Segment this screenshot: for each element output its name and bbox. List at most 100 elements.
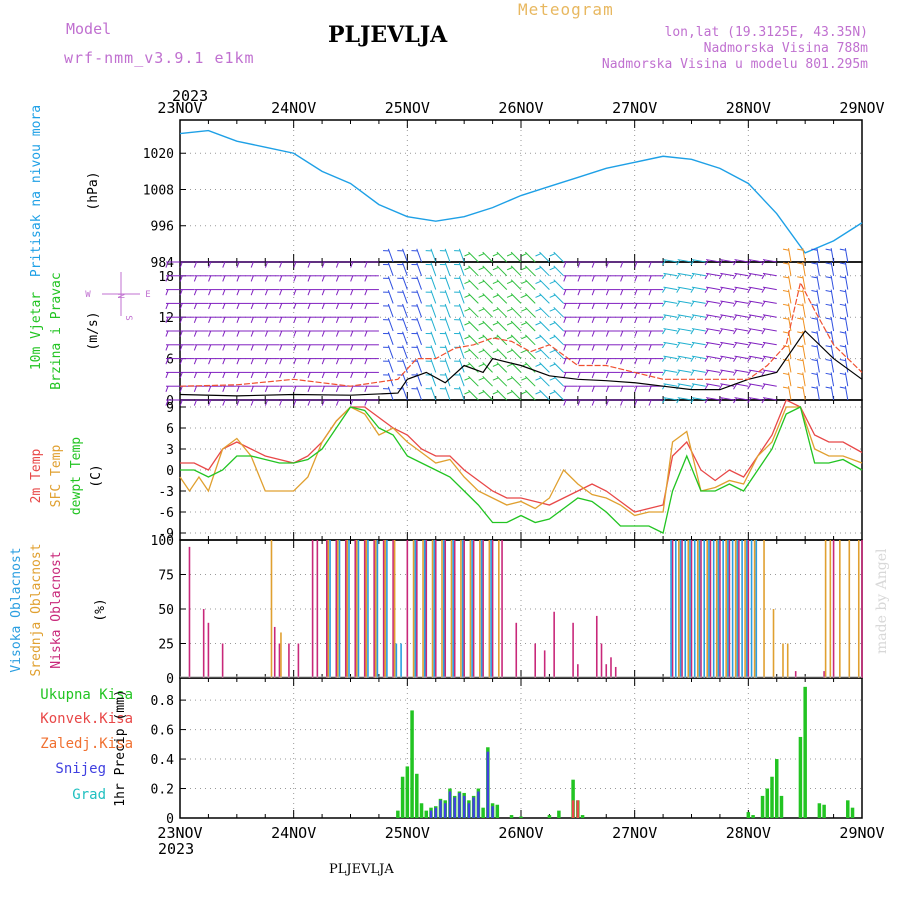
- wind-barb-flag: [620, 261, 624, 268]
- wind-barb-flag: [307, 261, 311, 268]
- wind-barb-flag: [208, 399, 212, 406]
- temp-axis-label2: SFC Temp: [49, 445, 64, 508]
- wind-barb-flag: [506, 280, 513, 285]
- wind-barb-flag: [293, 372, 297, 379]
- wind-barb-flag: [620, 289, 624, 296]
- wind-barb-flag: [811, 317, 818, 320]
- precip-bar-total_precip: [405, 766, 410, 818]
- wind-barb-flag: [521, 391, 527, 395]
- cloud-axis-label3: Niska Oblacnost: [49, 551, 64, 668]
- wind-barb: [802, 386, 806, 401]
- wind-barb-flag: [549, 308, 556, 312]
- wind-barb: [524, 389, 536, 401]
- wind-barb: [482, 306, 493, 318]
- pressure-line: [179, 129, 863, 254]
- wind-barb: [553, 348, 564, 359]
- wind-barb: [734, 383, 749, 387]
- y-tick-label: 0: [166, 672, 174, 687]
- wind-barb: [458, 372, 465, 387]
- wind-barb: [510, 375, 522, 387]
- wind-barb-flag: [839, 262, 846, 265]
- wind-barb-flag: [165, 330, 169, 337]
- wind-barb-flag: [179, 358, 183, 365]
- y-tick-label: 6: [166, 422, 174, 437]
- wind-barb-flag: [825, 331, 832, 334]
- wind-barb-flag: [839, 345, 846, 348]
- wind-barb-flag: [549, 391, 556, 395]
- wind-barb-flag: [747, 370, 752, 376]
- wind-barb: [706, 314, 721, 318]
- wind-barb-flag: [492, 391, 499, 395]
- wind-barb-flag: [591, 289, 595, 296]
- wind-barb-flag: [733, 301, 738, 307]
- wind-barb-flag: [811, 248, 818, 251]
- wind-barb-flag: [222, 399, 226, 406]
- wind-barb: [458, 276, 465, 290]
- wind-barb: [844, 317, 849, 332]
- wind-barb-flag: [364, 330, 368, 337]
- wind-barb-flag: [250, 261, 254, 268]
- wind-barb-flag: [782, 303, 789, 306]
- wind-barb: [539, 279, 550, 290]
- wind-barb-flag: [577, 289, 581, 296]
- wind-barb-flag: [464, 377, 471, 381]
- wind-barb: [510, 334, 522, 346]
- wind-barb-flag: [478, 377, 485, 381]
- wind-barb-flag: [321, 372, 325, 379]
- wind-barb-flag: [506, 377, 513, 381]
- wind-barb-flag: [236, 261, 240, 268]
- wind-barb-flag: [839, 359, 846, 362]
- wind-barb-flag: [293, 386, 297, 392]
- wind-barb: [788, 358, 792, 373]
- wind-barb: [539, 362, 550, 373]
- wind-barb-flag: [478, 349, 485, 354]
- wind-barb: [788, 248, 792, 263]
- wind-barb-flag: [535, 322, 542, 326]
- wind-barb: [762, 369, 777, 373]
- wind-barb-flag: [279, 261, 283, 268]
- wind-barb-flag: [811, 276, 818, 279]
- wind-barb-flag: [563, 399, 567, 406]
- wind-barb: [830, 372, 835, 387]
- wind-barb-flag: [506, 391, 513, 395]
- wind-barb-flag: [193, 372, 197, 379]
- wind-barb-flag: [478, 294, 485, 298]
- wind-barb: [553, 251, 564, 263]
- wind-barb-flag: [364, 303, 368, 310]
- wind-barb-flag: [620, 303, 624, 310]
- wind-barb: [482, 362, 493, 373]
- wind-barb-flag: [577, 275, 581, 282]
- wind-barb: [468, 375, 479, 387]
- wind-barb-flag: [193, 358, 197, 365]
- date-label-bottom: 27NOV: [612, 824, 657, 842]
- wind-barb-flag: [222, 372, 226, 379]
- wind-barb-flag: [704, 328, 709, 335]
- wind-barb: [402, 317, 408, 332]
- wind-barb-flag: [591, 399, 595, 406]
- wind-barb: [402, 276, 408, 290]
- wind-barb-flag: [535, 266, 542, 271]
- wind-barb-flag: [733, 287, 738, 293]
- wind-barb: [444, 248, 451, 263]
- wind-barb: [734, 286, 749, 291]
- wind-barb-flag: [747, 301, 752, 307]
- wind-barb-flag: [634, 317, 638, 323]
- wind-barb: [430, 331, 437, 345]
- wind-barb-flag: [605, 372, 610, 379]
- wind-barb-flag: [222, 330, 226, 337]
- wind-barb-flag: [222, 289, 226, 296]
- wind-barb: [416, 317, 423, 332]
- wind-barb-flag: [747, 397, 752, 404]
- wind-barb-flag: [797, 345, 804, 348]
- wind-barb-flag: [591, 358, 595, 365]
- wind-barb: [468, 362, 479, 373]
- wind-barb-flag: [535, 308, 542, 312]
- wind-barb: [553, 334, 564, 346]
- wind-barb: [830, 330, 835, 345]
- wind-barb-flag: [662, 273, 666, 280]
- wind-barb-flag: [335, 399, 340, 406]
- wind-barb-flag: [208, 344, 212, 351]
- wind-barb-flag: [549, 253, 556, 257]
- wind-barb: [691, 328, 706, 332]
- wind-barb: [416, 386, 423, 401]
